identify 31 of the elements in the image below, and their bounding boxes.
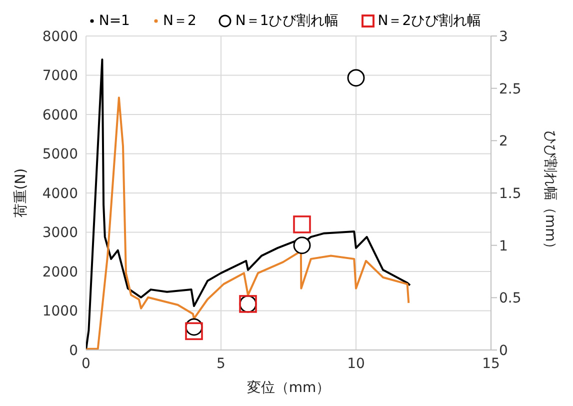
x-tick-label: 10 xyxy=(347,356,365,372)
y-axis-title: 荷重(N) xyxy=(12,168,29,218)
point xyxy=(185,322,203,340)
legend-label: N＝1ひび割れ幅 xyxy=(235,12,339,30)
y2-tick-label: 3 xyxy=(499,28,508,45)
x-tick-label: 15 xyxy=(482,356,500,372)
y2-tick-label: 0 xyxy=(499,342,508,359)
x-tick-label: 0 xyxy=(82,356,90,372)
point xyxy=(293,236,311,254)
y-tick-label: 8000 xyxy=(42,28,78,45)
y-tick-label: 0 xyxy=(69,342,78,359)
y2-tick-label: 1.5 xyxy=(499,186,522,202)
y-tick-label: 1000 xyxy=(42,304,78,320)
y-tick-label: 5000 xyxy=(42,146,78,163)
point xyxy=(347,69,365,87)
x-tick-label: 5 xyxy=(216,356,226,372)
y2-tick-label: 1 xyxy=(499,238,508,254)
y-tick-label: 6000 xyxy=(42,107,78,124)
x-axis-title: 変位（mm） xyxy=(246,380,330,396)
legend-label: N＝2ひび割れ幅 xyxy=(378,12,482,30)
legend-label: N=1 xyxy=(98,13,130,29)
y-tick-label: 3000 xyxy=(42,225,78,242)
y-tick-label: 2000 xyxy=(42,264,78,280)
y-tick-label: 4000 xyxy=(42,186,78,202)
legend-label: N＝2 xyxy=(162,12,196,30)
point xyxy=(293,216,311,234)
y2-tick-label: 2.5 xyxy=(499,81,522,98)
y2-axis-title: ひび割れ幅（mm） xyxy=(542,130,558,256)
y2-tick-label: 2 xyxy=(499,134,508,150)
y2-tick-label: 0.5 xyxy=(499,290,522,307)
y-tick-label: 7000 xyxy=(42,68,78,84)
